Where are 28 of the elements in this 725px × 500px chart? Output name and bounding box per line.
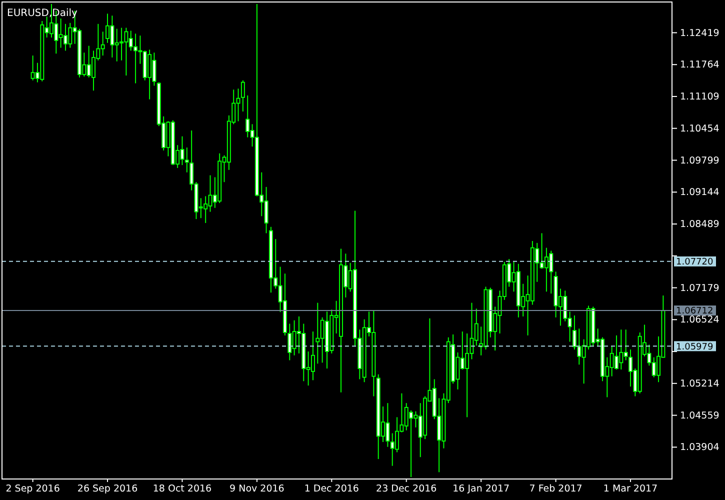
x-tick-label: 2 Sep 2016: [6, 484, 60, 495]
y-tick-label: 1.07179: [680, 282, 720, 294]
y-tick-label: 1.10454: [680, 123, 720, 134]
y-tick-label: 1.12419: [680, 28, 720, 39]
candlestick: [240, 80, 245, 112]
x-tick-label: 1 Dec 2016: [304, 484, 359, 495]
ref-line-label: 1.07720: [676, 258, 714, 268]
y-tick-label: 1.06524: [680, 314, 720, 326]
x-tick-label: 26 Sep 2016: [77, 484, 138, 495]
y-tick-label: 1.03904: [680, 442, 720, 454]
y-tick-label: 1.09144: [680, 187, 720, 198]
y-tick-label: 1.11764: [680, 60, 720, 71]
x-tick-label: 16 Jan 2017: [452, 484, 510, 495]
y-tick-label: 1.09799: [680, 155, 720, 166]
ref-line-label: 1.06712: [676, 306, 714, 317]
candlestick: [310, 331, 315, 381]
x-tick-label: 9 Nov 2016: [230, 484, 284, 495]
y-tick-label: 1.05214: [680, 378, 720, 390]
y-tick-label: 1.08489: [680, 219, 720, 230]
x-tick-label: 23 Dec 2016: [376, 484, 437, 495]
x-tick-label: 18 Oct 2016: [152, 484, 212, 495]
candlestick: [184, 147, 189, 173]
candlestick: [106, 13, 110, 44]
ref-line-label: 1.05979: [676, 342, 714, 352]
y-tick-label: 1.04559: [680, 410, 720, 422]
x-tick-label: 1 Mar 2017: [603, 484, 658, 495]
y-tick-label: 1.11109: [680, 92, 720, 103]
x-tick-label: 7 Feb 2017: [529, 484, 582, 495]
